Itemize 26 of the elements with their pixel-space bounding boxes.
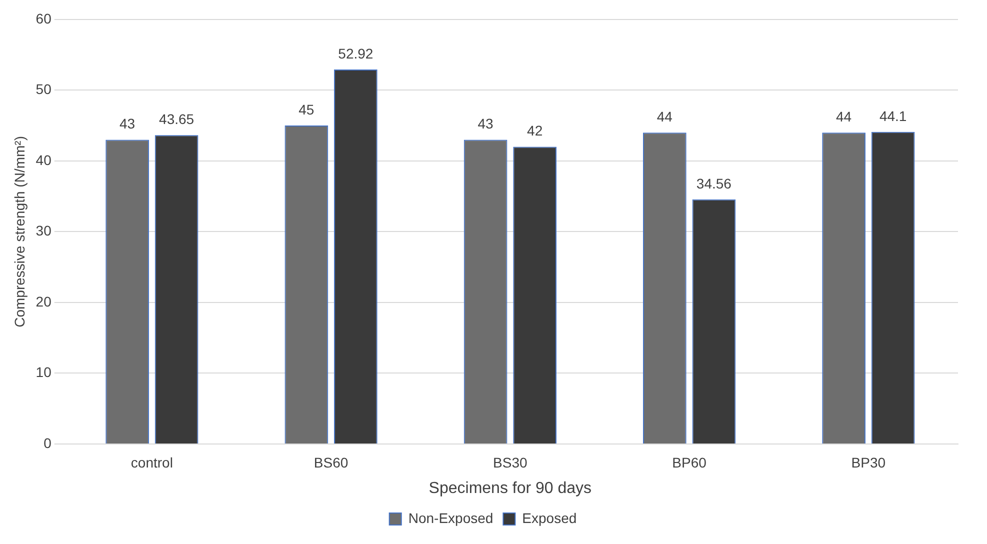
y-tick-label: 0 <box>44 434 52 451</box>
data-label: 43.65 <box>159 110 194 127</box>
data-label: 44 <box>656 108 673 124</box>
legend-label: Exposed <box>522 510 577 526</box>
data-label: 52.92 <box>338 45 374 62</box>
y-tick-label: 20 <box>36 293 52 310</box>
y-tick-label: 60 <box>36 10 52 26</box>
data-label: 44.1 <box>879 108 907 124</box>
y-tick-label: 10 <box>36 364 52 380</box>
y-tick-label: 30 <box>36 222 52 239</box>
y-axis-title: Compressive strength (N/mm²) <box>11 136 28 328</box>
data-label: 45 <box>298 101 314 118</box>
x-tick-label: BS30 <box>493 454 528 470</box>
data-label: 44 <box>836 108 852 124</box>
x-tick-label: BP30 <box>851 454 886 470</box>
data-label: 42 <box>527 122 543 139</box>
y-tick-label: 40 <box>36 152 52 168</box>
data-label: 43 <box>478 116 494 132</box>
y-tick-label: 50 <box>36 81 52 98</box>
data-label: 43 <box>120 116 136 132</box>
x-axis-title: Specimens for 90 days <box>428 480 592 497</box>
x-tick-label: BP60 <box>672 454 707 470</box>
data-label: 34.56 <box>696 175 732 192</box>
x-tick-label: BS60 <box>314 454 348 470</box>
x-tick-label: control <box>130 454 173 470</box>
legend-label: Non-Exposed <box>408 510 494 526</box>
